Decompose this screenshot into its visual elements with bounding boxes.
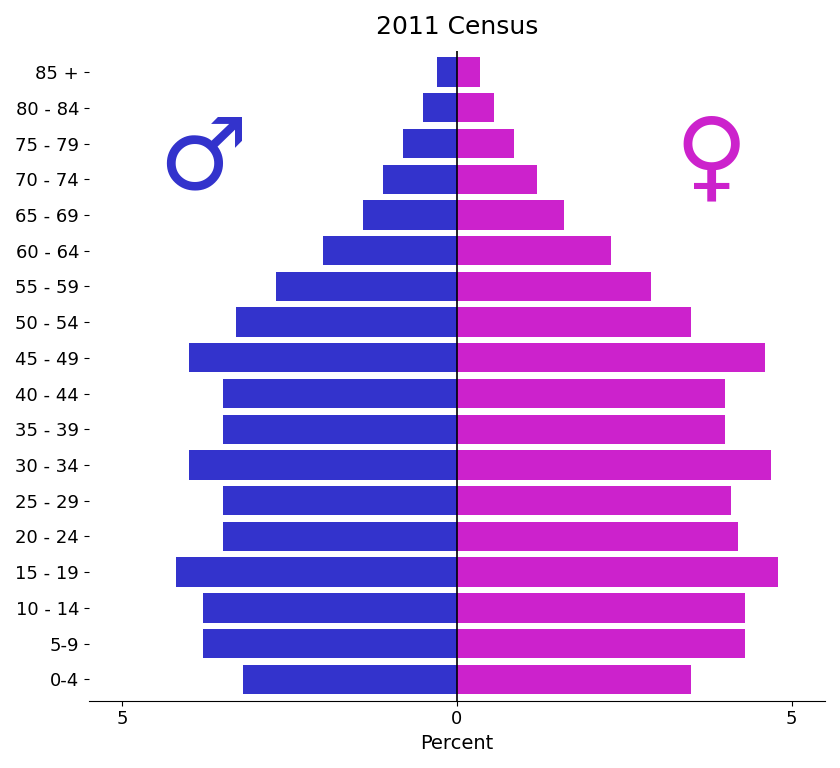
Bar: [457, 593, 745, 623]
Bar: [323, 236, 457, 265]
Bar: [457, 558, 778, 587]
Bar: [383, 164, 457, 194]
Bar: [202, 593, 457, 623]
Bar: [276, 272, 457, 301]
Bar: [223, 521, 457, 551]
Bar: [189, 343, 457, 372]
Bar: [423, 93, 457, 122]
Bar: [202, 629, 457, 658]
Bar: [223, 379, 457, 409]
Bar: [457, 129, 514, 158]
Bar: [457, 272, 651, 301]
Bar: [363, 200, 457, 230]
Bar: [236, 307, 457, 336]
Bar: [457, 379, 725, 409]
Bar: [457, 521, 738, 551]
Bar: [457, 236, 611, 265]
Bar: [457, 664, 691, 694]
Bar: [223, 415, 457, 444]
Bar: [403, 129, 457, 158]
Bar: [437, 58, 457, 87]
Bar: [243, 664, 457, 694]
Bar: [457, 164, 538, 194]
Bar: [223, 486, 457, 515]
Text: ♀: ♀: [675, 113, 748, 210]
Bar: [457, 200, 564, 230]
Bar: [457, 450, 771, 480]
Bar: [457, 629, 745, 658]
Bar: [457, 307, 691, 336]
Bar: [176, 558, 457, 587]
Title: 2011 Census: 2011 Census: [375, 15, 538, 39]
X-axis label: Percent: Percent: [420, 734, 493, 753]
Bar: [457, 486, 732, 515]
Bar: [457, 93, 494, 122]
Bar: [457, 58, 480, 87]
Bar: [457, 343, 764, 372]
Bar: [189, 450, 457, 480]
Text: ♂: ♂: [158, 113, 247, 210]
Bar: [457, 415, 725, 444]
